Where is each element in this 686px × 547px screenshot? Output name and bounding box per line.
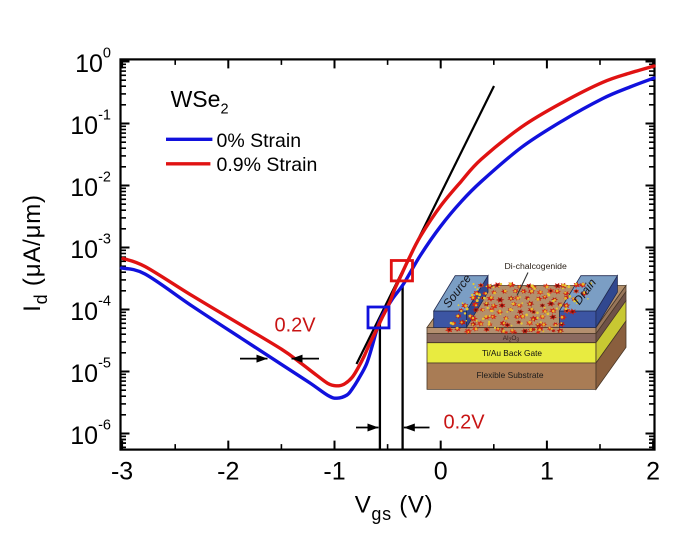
svg-text:0.9% Strain: 0.9% Strain	[217, 154, 318, 176]
svg-text:Flexible Substrate: Flexible Substrate	[476, 370, 543, 380]
svg-text:-1: -1	[323, 458, 345, 486]
svg-text:2: 2	[646, 458, 660, 486]
svg-text:0: 0	[434, 458, 448, 486]
svg-text:-3: -3	[111, 458, 133, 486]
svg-text:Al2O3: Al2O3	[503, 335, 520, 343]
svg-text:1: 1	[540, 458, 554, 486]
svg-text:Id (μA/μm): Id (μA/μm)	[19, 194, 51, 312]
svg-text:0.2V: 0.2V	[275, 314, 317, 336]
svg-text:Ti/Au Back Gate: Ti/Au Back Gate	[482, 348, 542, 358]
svg-text:-2: -2	[217, 458, 239, 486]
svg-text:0.2V: 0.2V	[444, 412, 486, 434]
svg-text:0% Strain: 0% Strain	[217, 130, 302, 152]
svg-text:Di-chalcogenide: Di-chalcogenide	[505, 261, 567, 271]
